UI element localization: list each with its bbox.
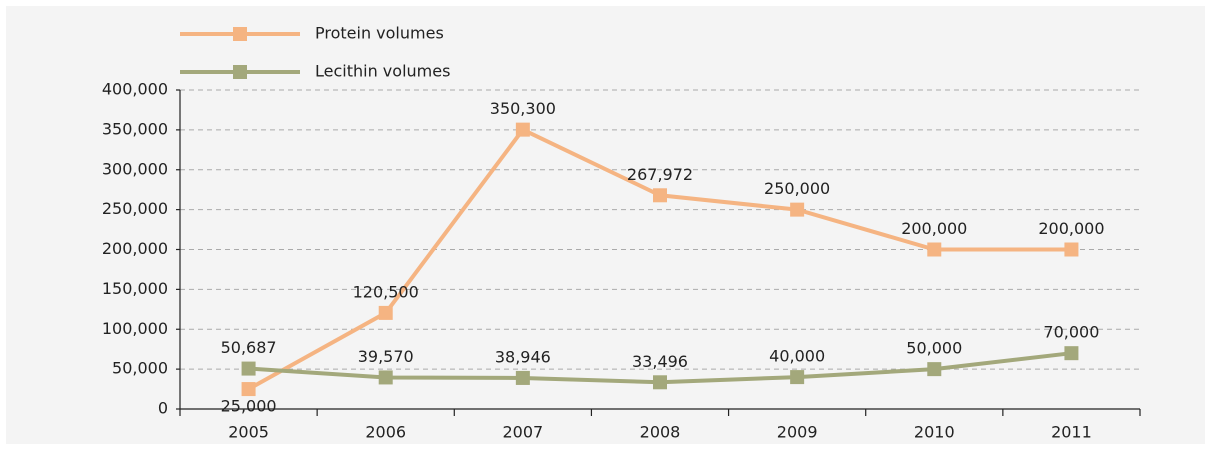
point-marker [515, 370, 530, 385]
legend-label: Lecithin volumes [315, 62, 450, 81]
y-tick-label: 200,000 [102, 239, 168, 258]
y-tick-label: 0 [158, 399, 168, 418]
data-label: 200,000 [901, 219, 967, 238]
point-marker [1064, 346, 1079, 361]
data-label: 250,000 [764, 179, 830, 198]
y-tick-label: 50,000 [112, 359, 168, 378]
point-marker [378, 305, 393, 320]
data-label: 350,300 [490, 99, 556, 118]
point-marker [790, 370, 805, 385]
point-marker [790, 202, 805, 217]
point-marker [927, 242, 942, 257]
legend-marker [233, 27, 247, 41]
y-tick-label: 350,000 [102, 119, 168, 138]
data-label: 267,972 [627, 165, 693, 184]
data-label: 25,000 [221, 397, 277, 416]
data-label: 40,000 [769, 347, 825, 366]
point-marker [653, 375, 667, 390]
data-label: 50,000 [906, 339, 962, 358]
x-tick-label: 2011 [1051, 423, 1092, 442]
data-label: 39,570 [358, 347, 414, 366]
y-tick-label: 300,000 [102, 159, 168, 178]
point-marker [515, 122, 530, 137]
legend-marker [233, 65, 247, 79]
data-label: 33,496 [632, 352, 688, 371]
y-tick-label: 400,000 [102, 80, 168, 99]
legend-label: Protein volumes [315, 24, 444, 43]
point-marker [927, 362, 942, 377]
point-marker [1064, 242, 1079, 257]
x-tick-label: 2005 [228, 423, 269, 442]
chart-background [6, 6, 1205, 444]
x-tick-label: 2010 [914, 423, 955, 442]
y-tick-label: 150,000 [102, 279, 168, 298]
data-label: 38,946 [495, 347, 551, 366]
point-marker [378, 370, 393, 385]
x-tick-label: 2006 [365, 423, 406, 442]
data-label: 200,000 [1038, 219, 1104, 238]
data-label: 50,687 [221, 338, 277, 357]
y-tick-label: 250,000 [102, 199, 168, 218]
x-tick-label: 2008 [640, 423, 681, 442]
data-label: 70,000 [1043, 323, 1099, 342]
point-marker [241, 361, 256, 376]
data-label: 120,500 [353, 282, 419, 301]
point-marker [241, 382, 256, 397]
y-tick-label: 100,000 [102, 319, 168, 338]
x-tick-label: 2009 [777, 423, 818, 442]
point-marker [653, 188, 667, 203]
x-tick-label: 2007 [502, 423, 543, 442]
